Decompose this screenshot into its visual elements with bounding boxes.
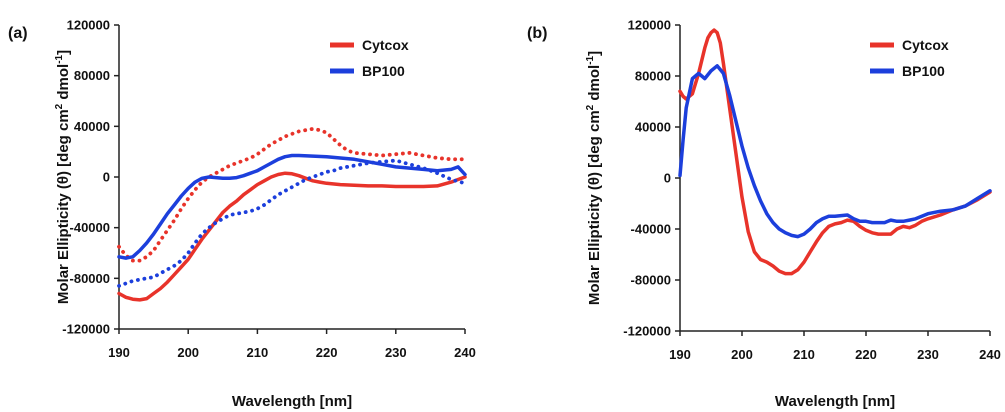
- panel-b-legend-label-bp100: BP100: [902, 63, 945, 79]
- panel-a-series-bp100-solid: [117, 153, 467, 260]
- panel-b: (b) -120000 -80000 -40000 0 40000 80000 120000 1…: [527, 18, 1001, 411]
- panel-b-x-tick-label: 190: [669, 347, 691, 362]
- panel-b-y-tick-label: 80000: [635, 69, 671, 84]
- panel-b-y-axis-title: Molar Ellipticity (θ) [deg cm2 dmol-1]: [585, 51, 603, 305]
- panel-b-series-bp100-solid: [678, 64, 992, 239]
- panel-a-x-tick-label: 230: [385, 345, 407, 360]
- panel-a-x-tick-label: 220: [316, 345, 338, 360]
- panel-a-label: (a): [8, 25, 28, 42]
- panel-a-y-tick-label: -120000: [62, 322, 110, 337]
- panel-b-x-tick-label: 240: [979, 347, 1001, 362]
- panel-a-y-tick-label: -40000: [70, 220, 110, 235]
- panel-b-y-tick-label: 120000: [628, 18, 671, 33]
- panel-a-legend-label-bp100: BP100: [362, 63, 405, 79]
- panel-a-y-tick-label: 80000: [74, 68, 110, 83]
- panel-a-legend-label-cytcox: Cytcox: [362, 37, 409, 53]
- panel-a-x-axis-title: Wavelength [nm]: [232, 393, 352, 410]
- panel-b-series-cytcox-solid: [678, 28, 992, 276]
- panel-b-y-tick-label: 0: [664, 171, 671, 186]
- panel-a-series-bp100-dotted: [117, 158, 467, 288]
- panel-a-y-axis-title: Molar Ellipticity (θ) [deg cm2 dmol-1]: [54, 50, 72, 304]
- panel-a-x-tick-label: 200: [177, 345, 199, 360]
- panel-a: (a) -120000 -80000 -40000 0 40000 80000 120000 1…: [8, 18, 476, 411]
- panel-a-y-tick-label: 40000: [74, 119, 110, 134]
- panel-a-x-tick-label: 240: [454, 345, 476, 360]
- panel-b-y-tick-label: -120000: [623, 324, 671, 339]
- panel-b-x-tick-label: 200: [731, 347, 753, 362]
- panel-b-legend-label-cytcox: Cytcox: [902, 37, 949, 53]
- panel-a-y-tick-label: 120000: [67, 18, 110, 33]
- panel-b-x-tick-label: 230: [917, 347, 939, 362]
- panel-a-x-tick-label: 210: [247, 345, 269, 360]
- panel-a-y-tick-label: -80000: [70, 271, 110, 286]
- panel-a-y-tick-label: 0: [103, 170, 110, 185]
- panel-b-y-tick-label: -40000: [631, 222, 671, 237]
- panel-b-x-axis-title: Wavelength [nm]: [775, 393, 895, 410]
- panel-a-series-cytcox-dotted: [117, 127, 467, 263]
- panel-a-series-cytcox-solid: [117, 171, 467, 302]
- panel-b-label: (b): [527, 25, 547, 42]
- panel-b-y-tick-label: 40000: [635, 120, 671, 135]
- panel-a-x-tick-label: 190: [108, 345, 130, 360]
- panel-b-y-tick-label: -80000: [631, 273, 671, 288]
- panel-b-x-tick-label: 220: [855, 347, 877, 362]
- panel-b-x-tick-label: 210: [793, 347, 815, 362]
